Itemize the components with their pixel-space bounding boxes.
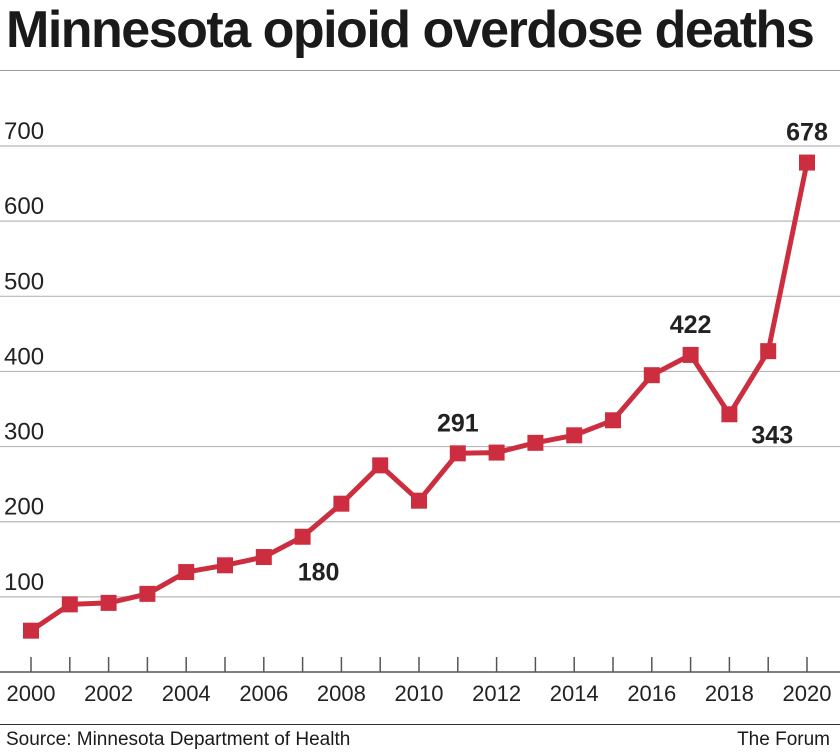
data-point-2012 [488,444,505,461]
y-tick-label: 600 [4,193,44,220]
data-point-2010 [411,492,427,509]
data-point-2015 [605,412,621,429]
x-tick-label: 2000 [7,681,56,706]
x-axis: 2000 2002 2004 2006 2008 2010 2012 2014 2016 2018… [0,657,840,706]
data-point-2009 [372,457,389,474]
data-point-2004 [178,564,195,581]
source-note: Source: Minnesota Department of Health [6,729,351,750]
x-tick-label: 2018 [705,681,754,706]
series-line-path [28,160,810,634]
data-label-2011: 291 [437,409,479,437]
x-tick-label: 2010 [395,681,444,706]
x-tick-label: 2014 [550,681,599,706]
data-labels: 180 291 422 343 678 [298,119,828,587]
data-point-2006 [255,549,272,566]
x-tick-label: 2008 [317,681,366,706]
data-point-2020 [799,154,815,171]
x-tick-label: 2012 [472,681,521,706]
data-label-2018: 343 [751,421,793,449]
y-axis-ticks: 100 200 300 400 500 600 700 [4,118,44,596]
title-divider [0,70,840,71]
data-point-2014 [566,427,583,444]
data-markers [23,154,815,639]
footer-divider [0,724,840,725]
y-tick-label: 700 [4,118,44,145]
data-point-2011 [449,445,466,462]
data-point-2005 [217,557,233,574]
y-tick-label: 500 [4,268,44,295]
data-label-2020: 678 [786,119,828,147]
data-point-2016 [643,367,660,384]
data-point-2001 [61,596,78,613]
gridlines [0,145,840,598]
x-tick-label: 2004 [162,681,211,706]
data-point-2007 [294,528,311,545]
x-tick-label: 2016 [627,681,676,706]
chart-title: Minnesota opioid overdose deaths [6,1,815,59]
x-tick-label: 2020 [783,681,832,706]
y-tick-label: 200 [4,494,44,521]
y-tick-label: 300 [4,419,44,446]
data-point-2003 [139,585,156,602]
y-tick-label: 100 [4,569,44,596]
x-tick-label: 2002 [84,681,133,706]
x-tick-label: 2006 [239,681,288,706]
y-tick-label: 400 [4,343,44,370]
publisher-credit: The Forum [737,729,830,750]
data-point-2017 [682,346,699,363]
data-point-2002 [100,594,117,611]
data-label-2017: 422 [670,311,712,339]
data-label-2007: 180 [298,559,340,587]
data-point-2008 [333,495,350,512]
data-point-2000 [23,622,39,639]
data-point-2013 [527,434,544,451]
series-line [28,160,810,634]
data-point-2018 [721,406,738,423]
data-point-2019 [760,343,777,360]
